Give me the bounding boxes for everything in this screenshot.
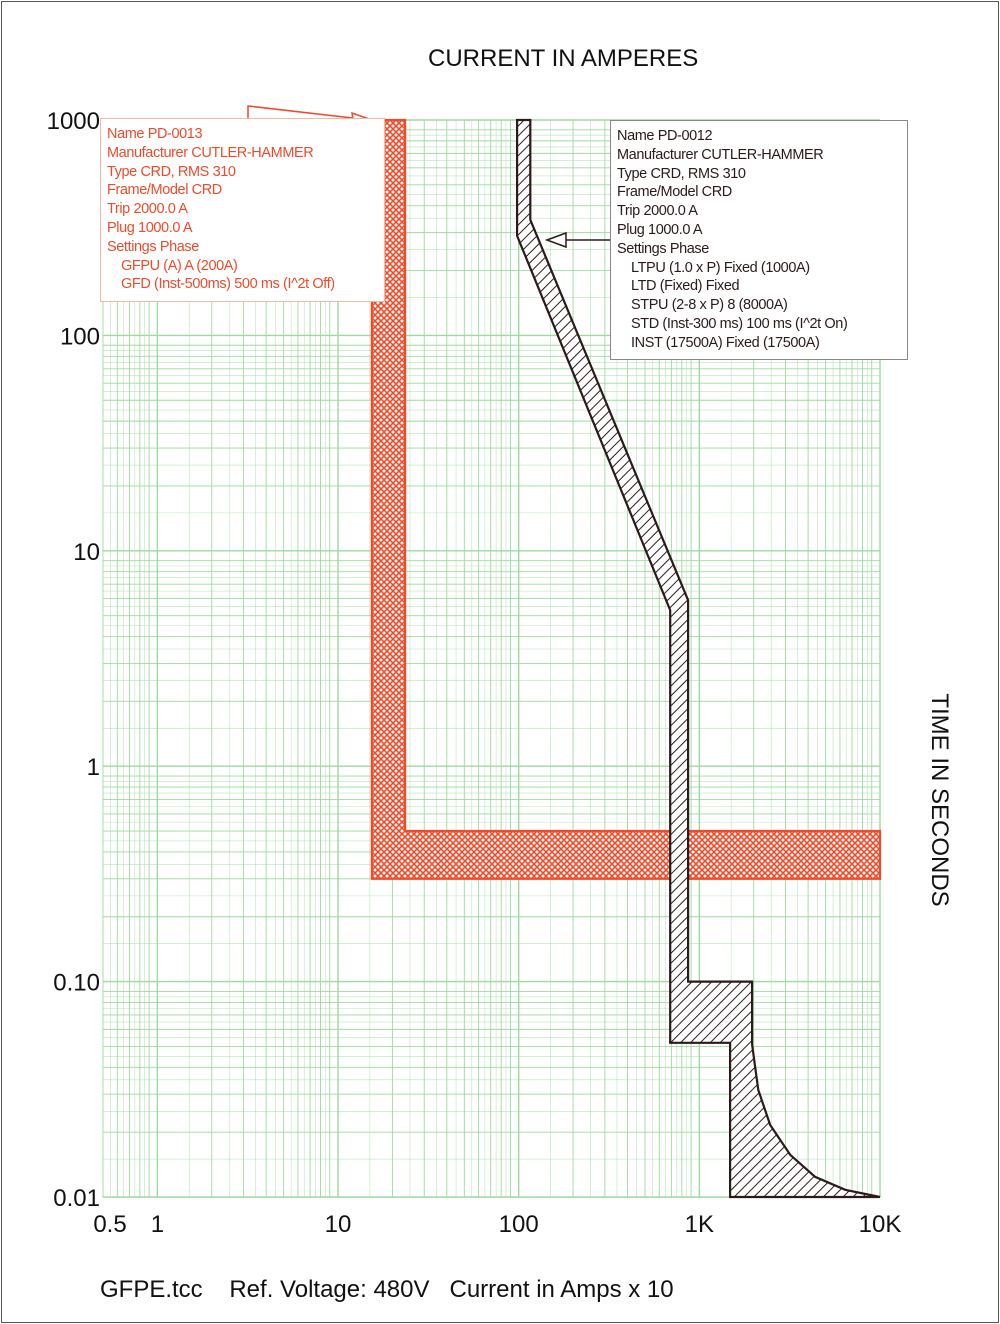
y-tick-label: 100	[60, 323, 100, 350]
curve-band-pd-0012	[515, 118, 881, 1199]
pd0013-leader-line	[247, 105, 371, 121]
curves	[370, 118, 882, 1199]
y-tick-label: 10	[73, 539, 100, 566]
y-tick-label: 1	[87, 754, 100, 781]
settings-line: Trip 2000.0 A	[107, 201, 188, 218]
settings-line: Settings Phase	[107, 238, 199, 255]
settings-line: LTPU (1.0 x P) Fixed (1000A)	[631, 259, 810, 276]
settings-line: INST (17500A) Fixed (17500A)	[631, 334, 820, 351]
pd0012-settings-box: Name PD-0012 Manufacturer CUTLER-HAMMER Ty…	[610, 120, 908, 360]
settings-line: Settings Phase	[617, 240, 709, 257]
x-tick-label: 10	[325, 1211, 352, 1238]
x-tick-label: 0.5	[93, 1211, 126, 1238]
settings-line: Manufacturer CUTLER-HAMMER	[107, 144, 314, 161]
y-tick-label: 1000	[47, 108, 100, 135]
settings-line: GFPU (A) A (200A)	[121, 257, 238, 274]
y-axis-label: TIME IN SECONDS	[926, 693, 953, 906]
settings-line: Type CRD, RMS 310	[107, 163, 236, 180]
settings-line: Plug 1000.0 A	[107, 219, 193, 236]
settings-line: STPU (2-8 x P) 8 (8000A)	[631, 297, 788, 314]
settings-line: Manufacturer CUTLER-HAMMER	[617, 146, 824, 163]
tick-labels: 0.5 1 10 100 1K 10K 1000 100 10 1 0.10 0.01	[47, 108, 902, 1238]
x-axis-title: CURRENT IN AMPERES	[428, 45, 699, 72]
settings-line: Frame/Model CRD	[107, 182, 222, 199]
pd0012-leader-arrow	[544, 231, 567, 249]
settings-line: Name PD-0013	[107, 126, 203, 142]
settings-line: GFD (Inst-500ms) 500 ms (I^2t Off)	[121, 276, 335, 293]
curve-band-pd-0013	[370, 118, 882, 880]
settings-line: Type CRD, RMS 310	[617, 165, 746, 182]
footer-caption: GFPE.tcc Ref. Voltage: 480V Current in A…	[100, 1276, 674, 1303]
settings-line: Plug 1000.0 A	[617, 221, 703, 238]
settings-line: STD (Inst-300 ms) 100 ms (I^2t On)	[631, 315, 848, 332]
x-tick-label: 1K	[685, 1211, 714, 1238]
settings-line: LTD (Fixed) Fixed	[631, 278, 740, 295]
settings-line: Frame/Model CRD	[617, 184, 732, 201]
settings-line: Name PD-0012	[617, 128, 713, 144]
y-tick-label: 0.10	[53, 970, 100, 997]
pd0013-settings-box: Name PD-0013 Manufacturer CUTLER-HAMMER Ty…	[100, 118, 385, 302]
settings-line: Trip 2000.0 A	[617, 203, 698, 220]
x-tick-label: 1	[151, 1211, 164, 1238]
y-tick-label: 0.01	[53, 1185, 100, 1212]
x-tick-label: 10K	[859, 1211, 902, 1238]
x-tick-label: 100	[499, 1211, 539, 1238]
